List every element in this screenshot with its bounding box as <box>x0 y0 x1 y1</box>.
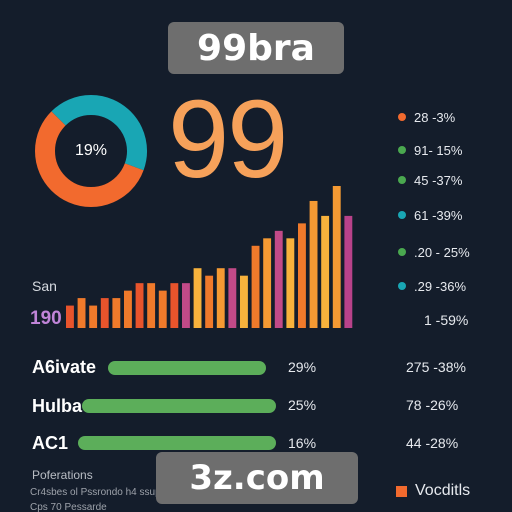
footer-heading: Poferations <box>32 468 93 482</box>
legend-text: 61 -39% <box>414 207 463 223</box>
hbar-label-hulba: Hulba <box>32 396 83 416</box>
bar <box>309 200 318 328</box>
bar <box>100 298 109 328</box>
bar <box>344 215 353 328</box>
bar <box>216 268 225 328</box>
hbar-label-ac1: AC1 <box>32 433 69 453</box>
legend-dot <box>398 176 406 184</box>
bar <box>66 305 74 328</box>
legend-item: .29 -36% <box>398 277 466 295</box>
legend-dot <box>398 282 406 290</box>
donut-center-label: 19% <box>74 142 108 159</box>
donut-slice <box>35 95 147 207</box>
watermark-bottom: 3z.com <box>156 452 358 504</box>
bar <box>286 238 295 328</box>
watermark-top: 99bra <box>168 22 344 74</box>
hbar-range-ac1: 44 -28% <box>406 435 459 451</box>
bottom-legend: Vocditls <box>396 482 470 500</box>
footer-line: Cps 70 Pessarde <box>30 502 107 512</box>
hbar-pct-activate: 29% <box>288 359 317 375</box>
bar <box>298 223 306 328</box>
legend-text: 91- 15% <box>414 142 463 158</box>
legend-dot <box>398 113 406 121</box>
bar <box>77 298 86 328</box>
legend-dot <box>398 248 406 256</box>
legend-item: 28 -3% <box>398 108 455 126</box>
bar <box>158 290 167 328</box>
hbar-label-activate: A6ivate <box>32 357 97 377</box>
hbar-ac1 <box>78 436 276 450</box>
bar <box>170 283 179 328</box>
legend-text: 45 -37% <box>414 172 463 188</box>
bar <box>263 238 272 328</box>
hbar-pct-hulba: 25% <box>288 397 317 413</box>
legend-item: 61 -39% <box>398 206 462 224</box>
bar <box>205 275 214 328</box>
hbar-hulba <box>82 399 276 413</box>
hbar-activate <box>108 361 266 375</box>
right-stat: 1 -59% <box>424 312 469 328</box>
legend-swatch <box>396 485 407 497</box>
legend-text: .29 -36% <box>414 278 467 294</box>
legend-item: 91- 15% <box>398 141 462 159</box>
hbar-range-activate: 275 -38% <box>406 359 466 375</box>
donut-chart <box>35 95 147 207</box>
bar <box>147 283 156 328</box>
legend-dot <box>398 146 406 154</box>
bar <box>89 305 98 328</box>
bar <box>274 230 283 328</box>
bar <box>193 268 202 328</box>
bar <box>332 186 341 328</box>
footer-line: Cr4sbes ol Pssrondo h4 ssupsts <box>30 487 174 498</box>
bar <box>135 283 144 328</box>
legend-dot <box>398 211 406 219</box>
axis-label: San <box>32 278 57 294</box>
bar <box>251 245 260 328</box>
legend-text: 28 -3% <box>414 109 456 125</box>
bar <box>228 268 237 328</box>
hbar-pct-ac1: 16% <box>288 435 317 451</box>
legend-text: .20 - 25% <box>414 244 470 260</box>
big-number: 99 <box>168 78 288 201</box>
bar <box>124 290 132 328</box>
axis-value: 190 <box>30 308 62 329</box>
bar <box>112 298 121 328</box>
bar <box>182 283 190 328</box>
bar <box>240 275 248 328</box>
bar <box>321 215 330 328</box>
legend-item: .20 - 25% <box>398 243 470 261</box>
hbar-range-hulba: 78 -26% <box>406 397 459 413</box>
legend-item: 45 -37% <box>398 171 462 189</box>
legend-text: Vocditls <box>415 482 471 499</box>
